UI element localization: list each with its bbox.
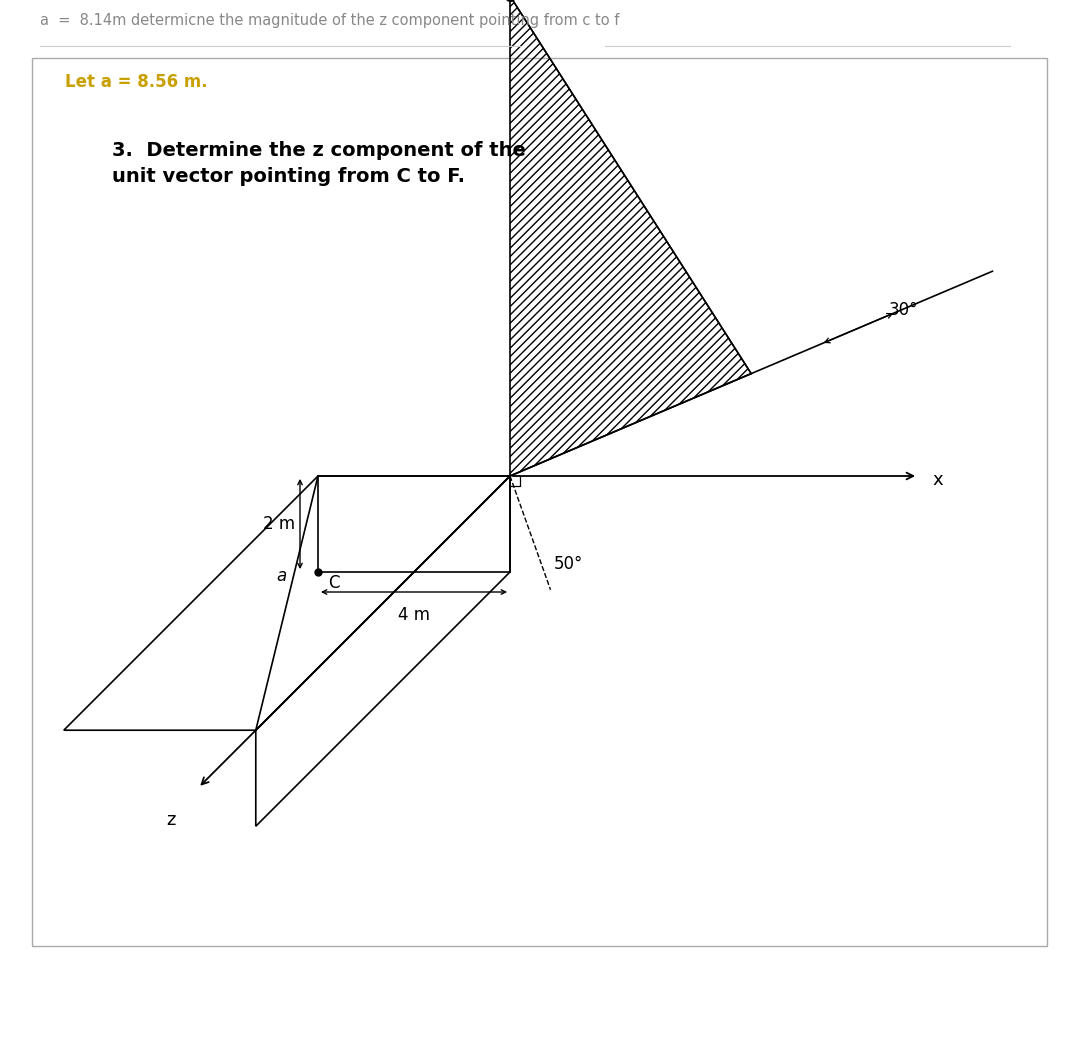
Text: unit vector pointing from C to F.: unit vector pointing from C to F.	[112, 167, 465, 186]
Text: x: x	[932, 471, 943, 489]
Text: Let a = 8.56 m.: Let a = 8.56 m.	[65, 73, 207, 91]
Bar	[32, 58, 1047, 946]
Text: 4 m: 4 m	[399, 606, 430, 624]
Text: 30°: 30°	[889, 302, 918, 320]
Text: a: a	[276, 568, 287, 585]
Text: z: z	[166, 810, 175, 828]
Text: 2 m: 2 m	[262, 515, 295, 533]
Text: 3.  Determine the z component of the: 3. Determine the z component of the	[112, 141, 526, 160]
Text: 50°: 50°	[553, 555, 583, 573]
Text: C: C	[328, 574, 339, 592]
Text: a  =  8.14m determicne the magnitude of the z component pointing from c to f: a = 8.14m determicne the magnitude of th…	[40, 13, 619, 28]
